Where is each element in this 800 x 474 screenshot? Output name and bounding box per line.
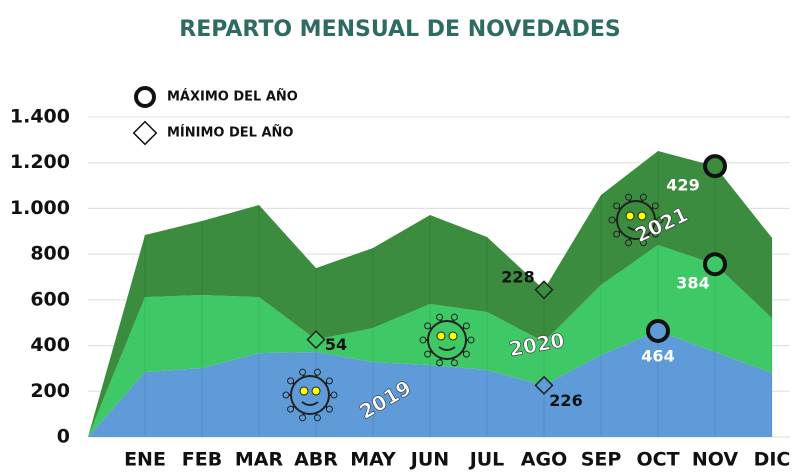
virus-knob xyxy=(651,230,659,238)
virus-knob xyxy=(608,216,616,224)
virus-knob xyxy=(436,359,444,367)
virus-knob xyxy=(613,230,621,238)
virus-eye xyxy=(311,386,321,396)
x-tick-label: AGO xyxy=(521,449,567,471)
virus-eye xyxy=(637,211,647,221)
max-marker xyxy=(703,154,727,179)
x-tick-label: MAR xyxy=(235,449,284,471)
virus-knob xyxy=(450,359,458,367)
legend-label: MÍNIMO DEL AÑO xyxy=(167,125,293,141)
virus-mouth xyxy=(627,226,645,231)
virus-knob xyxy=(424,322,432,330)
virus-knob xyxy=(462,350,470,358)
area xyxy=(88,151,772,438)
max-marker xyxy=(703,252,727,277)
x-tick-label: JUL xyxy=(468,449,505,471)
virus-knob xyxy=(287,377,295,385)
virus-knob xyxy=(656,216,664,224)
virus-knob xyxy=(613,202,621,210)
y-tick-label: 1.000 xyxy=(10,197,70,219)
virus-knob xyxy=(462,322,470,330)
virus-knob xyxy=(467,336,475,344)
x-tick-label: SEP xyxy=(581,449,622,471)
virus-body xyxy=(290,375,330,415)
y-tick-label: 200 xyxy=(30,380,70,402)
max-label: 384 xyxy=(676,274,709,293)
min-label: 226 xyxy=(549,391,582,410)
virus-knob xyxy=(651,202,659,210)
min-marker xyxy=(306,330,326,350)
virus-mouth xyxy=(301,401,319,406)
chart-title: REPARTO MENSUAL DE NOVEDADES xyxy=(179,17,620,42)
x-tick-label: JUN xyxy=(409,449,449,471)
virus-knob xyxy=(639,239,647,247)
virus-knob xyxy=(436,313,444,321)
legend-label: MÁXIMO DEL AÑO xyxy=(167,89,298,105)
virus-icon xyxy=(282,368,338,422)
x-tick-label: DIC xyxy=(754,449,791,471)
virus-icon xyxy=(608,193,664,247)
y-tick-label: 800 xyxy=(30,243,70,265)
y-tick-label: 1.200 xyxy=(10,151,70,173)
virus-knob xyxy=(639,193,647,201)
virus-eye xyxy=(436,331,446,341)
virus-knob xyxy=(313,414,321,422)
virus-knob xyxy=(299,414,307,422)
x-tick-label: ENE xyxy=(124,449,166,471)
min-marker xyxy=(534,375,554,395)
virus-eye xyxy=(448,331,458,341)
max-marker xyxy=(646,318,670,343)
virus-knob xyxy=(299,368,307,376)
virus-icon xyxy=(419,313,475,367)
virus-body xyxy=(427,320,467,360)
virus-knob xyxy=(424,350,432,358)
y-tick-label: 0 xyxy=(57,426,70,448)
x-tick-label: MAY xyxy=(350,449,396,471)
virus-mouth xyxy=(438,346,456,351)
legend-marker xyxy=(132,120,158,146)
virus-knob xyxy=(419,336,427,344)
min-label: 54 xyxy=(325,335,347,354)
virus-knob xyxy=(625,193,633,201)
x-tick-label: ABR xyxy=(294,449,338,471)
virus-eye xyxy=(625,211,635,221)
x-tick-label: OCT xyxy=(636,449,679,471)
virus-eye xyxy=(299,386,309,396)
y-tick-label: 400 xyxy=(30,334,70,356)
virus-knob xyxy=(625,239,633,247)
virus-knob xyxy=(325,377,333,385)
y-tick-label: 1.400 xyxy=(10,106,70,128)
x-tick-label: NOV xyxy=(692,449,739,471)
min-marker xyxy=(534,280,554,300)
legend-marker xyxy=(134,86,156,108)
virus-knob xyxy=(287,405,295,413)
max-label: 464 xyxy=(641,346,674,365)
virus-knob xyxy=(325,405,333,413)
min-label: 228 xyxy=(501,267,534,286)
virus-knob xyxy=(282,391,290,399)
y-tick-label: 600 xyxy=(30,288,70,310)
virus-knob xyxy=(313,368,321,376)
area xyxy=(88,330,772,437)
virus-body xyxy=(616,200,656,240)
x-tick-label: FEB xyxy=(182,449,222,471)
virus-knob xyxy=(330,391,338,399)
virus-knob xyxy=(450,313,458,321)
max-label: 429 xyxy=(666,176,699,195)
